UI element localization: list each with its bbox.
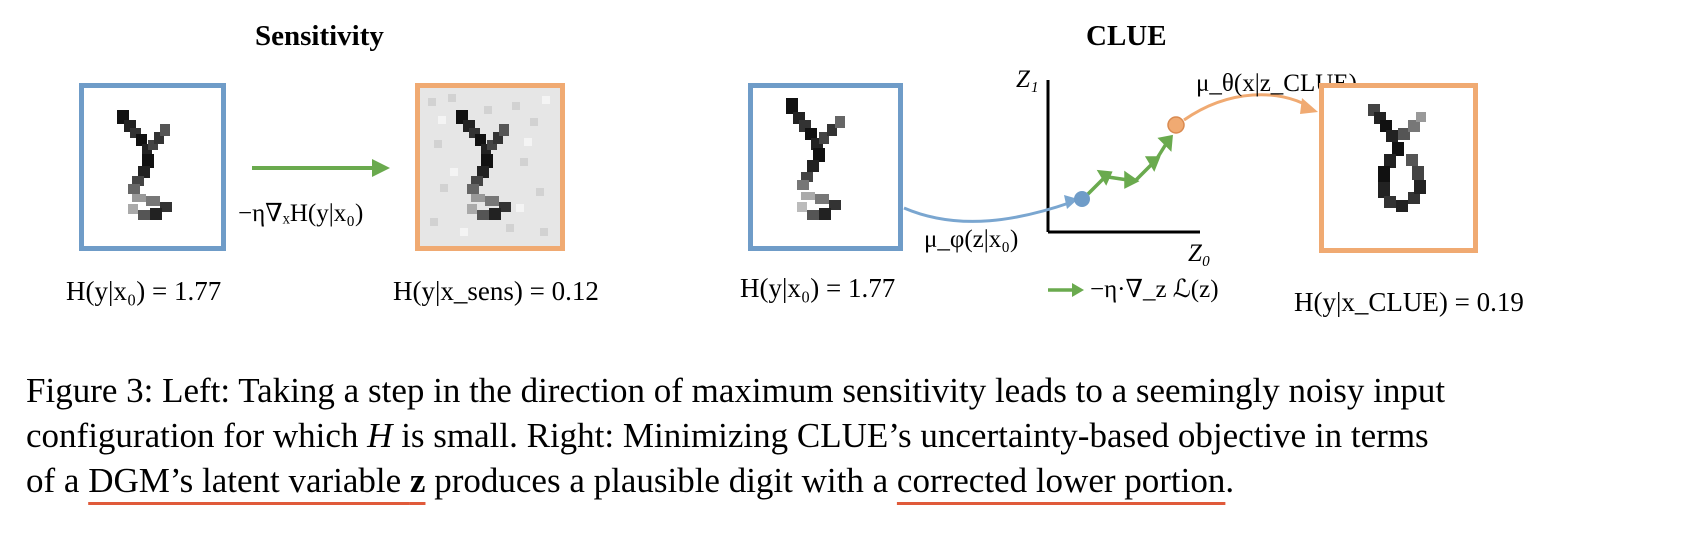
underline-dgm-latent: DGM’s latent variable z [88,461,426,500]
decoder-arrow [1183,93,1309,122]
axis-z1-label: Z₁ [1016,66,1039,93]
latent-step-legend-arrow [1048,283,1084,297]
clue-digit-image [1319,83,1478,253]
sensitivity-title: Sensitivity [255,20,384,52]
underline-corrected-lower-portion: corrected lower portion [896,461,1226,500]
encoder-arrow [903,200,1073,223]
clue-title: CLUE [1086,20,1167,52]
caption-var-h: H [367,416,393,455]
sensitivity-step-label: −η∇ₓH(y|x₀) [238,200,364,227]
original-digit-image-left [79,83,226,251]
caption-line-1: Figure 3: Left: Taking a step in the dir… [26,371,1446,410]
left-original-entropy: H(y|x₀) = 1.77 [66,276,222,306]
axis-z0-label: Z₀ [1188,240,1211,267]
encoder-label: μ_φ(z|x₀) [924,226,1019,253]
figure-caption: Figure 3: Left: Taking a step in the dir… [26,368,1686,503]
latent-start-point [1074,191,1090,207]
caption-line-3: of a DGM’s latent variable z produces a … [26,461,1235,500]
latent-end-point [1167,116,1185,134]
caption-line-2: configuration for which H is small. Righ… [26,416,1429,455]
latent-space-diagram [903,80,1318,234]
sensitivity-entropy: H(y|x_sens) = 0.12 [393,276,599,306]
sensitivity-digit-image [415,83,565,251]
original-digit-image-right [748,83,903,251]
right-original-entropy: H(y|x₀) = 1.77 [740,273,896,303]
latent-step-legend-label: −η·∇_z ℒ(z) [1090,276,1219,303]
clue-entropy: H(y|x_CLUE) = 0.19 [1294,287,1524,317]
sensitivity-step-arrow [252,159,390,177]
